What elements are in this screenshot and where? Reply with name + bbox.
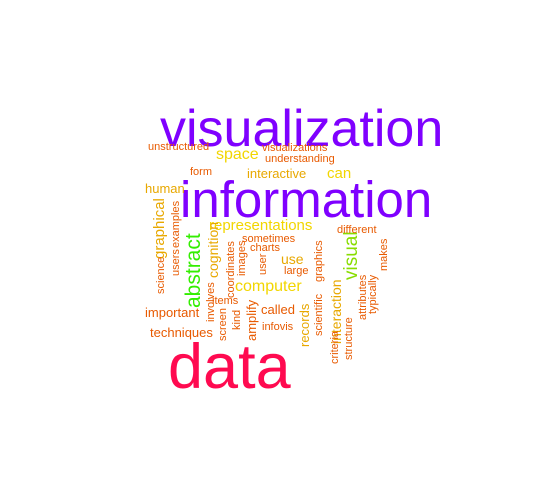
word-makes: makes [378, 238, 390, 271]
word-large: large [284, 265, 309, 277]
word-human: human [145, 181, 185, 196]
word-unstructured: unstructured [148, 141, 210, 153]
word-data: data [168, 332, 291, 402]
word-sometimes: sometimes [242, 233, 296, 245]
word-kind: kind [231, 309, 243, 330]
word-form: form [190, 166, 212, 178]
word-charts: charts [250, 242, 280, 254]
word-scientific: scientific [313, 293, 325, 336]
word-called: called [261, 302, 295, 317]
word-important: important [145, 305, 200, 320]
word-understanding: understanding [265, 153, 335, 165]
word-cognition: cognition [205, 221, 221, 278]
word-infovis: infovis [262, 321, 294, 333]
word-visualization: visualization [160, 100, 444, 158]
word-visualizations: visualizations [262, 142, 328, 154]
word-items: items [212, 295, 239, 307]
word-graphical: graphical [151, 198, 168, 259]
word-computer: computer [235, 278, 302, 295]
word-different: different [337, 224, 377, 236]
word-space: space [216, 146, 259, 163]
word-images: images [236, 240, 248, 276]
word-users: users [170, 249, 182, 276]
word-records: records [297, 303, 312, 347]
word-amplify: amplify [244, 299, 259, 341]
word-screen: screen [217, 307, 229, 341]
word-examples: examples [170, 200, 182, 248]
word-use: use [281, 251, 304, 267]
word-can: can [327, 165, 352, 182]
word-criteria: criteria [329, 330, 341, 364]
word-science: science [155, 256, 167, 294]
word-techniques: techniques [150, 325, 213, 340]
word-interactive: interactive [247, 166, 307, 181]
word-visual: visual [341, 231, 362, 280]
word-structure: structure [343, 317, 355, 360]
word-abstract: abstract [182, 233, 205, 308]
word-user: user [257, 253, 269, 275]
word-representations: representations [209, 217, 313, 234]
word-typically: typically [367, 274, 379, 314]
word-graphics: graphics [313, 240, 325, 282]
word-information: information [180, 171, 433, 228]
